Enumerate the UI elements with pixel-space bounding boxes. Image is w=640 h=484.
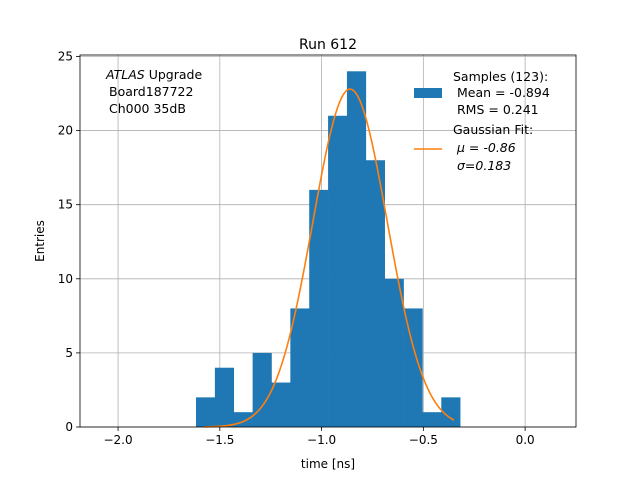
histogram-bar [422, 412, 442, 427]
gaussian-fit-line [203, 88, 455, 428]
x-tick-label: −1.5 [205, 433, 234, 447]
annotation-upgrade: Upgrade [145, 67, 203, 82]
y-tick-label: 25 [58, 49, 73, 63]
bars [196, 71, 461, 427]
legend-samples-title: Samples (123): [453, 69, 548, 84]
y-tick-label: 0 [65, 420, 73, 434]
annotation-board: Board187722 [109, 84, 193, 99]
legend-samples-rms: RMS = 0.241 [457, 102, 539, 117]
chart-title: Run 612 [299, 37, 357, 53]
plot-frame [79, 54, 577, 428]
histogram-bar [346, 71, 367, 427]
y-tick-label: 15 [58, 198, 73, 212]
legend-samples-mean: Mean = -0.894 [457, 85, 550, 100]
histogram-bar [309, 189, 329, 427]
histogram-bar [252, 352, 272, 427]
legend-fit-title: Gaussian Fit: [453, 122, 533, 137]
histogram-bar [441, 397, 461, 427]
histogram-bar [271, 382, 291, 427]
histogram-bar [328, 115, 348, 427]
x-axis-label: time [ns] [301, 457, 355, 471]
legend-fit-mu: μ = -0.86 [456, 140, 516, 155]
x-tick-label: 0.0 [516, 433, 535, 447]
legend-fit-sigma: σ=0.183 [457, 158, 511, 173]
legend-samples-swatch [414, 88, 442, 98]
y-tick-label: 5 [65, 346, 73, 360]
y-ticks: 0 5 10 15 20 25 [58, 49, 80, 434]
histogram-bar [403, 308, 423, 427]
x-tick-label: −0.5 [409, 433, 438, 447]
y-tick-label: 20 [58, 124, 73, 138]
annotation-atlas: ATLAS [105, 67, 145, 82]
histogram-bar [233, 412, 253, 427]
annotation-channel: Ch000 35dB [109, 101, 186, 116]
histogram-bar [196, 397, 216, 427]
svg-text:ATLAS Upgrade: ATLAS Upgrade [105, 67, 202, 82]
histogram-bar [214, 367, 235, 427]
legend: Samples (123): Mean = -0.894 RMS = 0.241… [414, 69, 550, 173]
histogram-bar [365, 160, 385, 427]
annotation: ATLAS Upgrade Board187722 Ch000 35dB [105, 67, 202, 116]
x-tick-label: −1.0 [307, 433, 336, 447]
y-axis-label: Entries [33, 220, 47, 262]
histogram-bar [290, 308, 310, 427]
y-tick-label: 10 [58, 272, 73, 286]
x-ticks: −2.0 −1.5 −1.0 −0.5 0.0 [103, 427, 535, 447]
histogram-bar [384, 278, 404, 427]
x-tick-label: −2.0 [103, 433, 132, 447]
